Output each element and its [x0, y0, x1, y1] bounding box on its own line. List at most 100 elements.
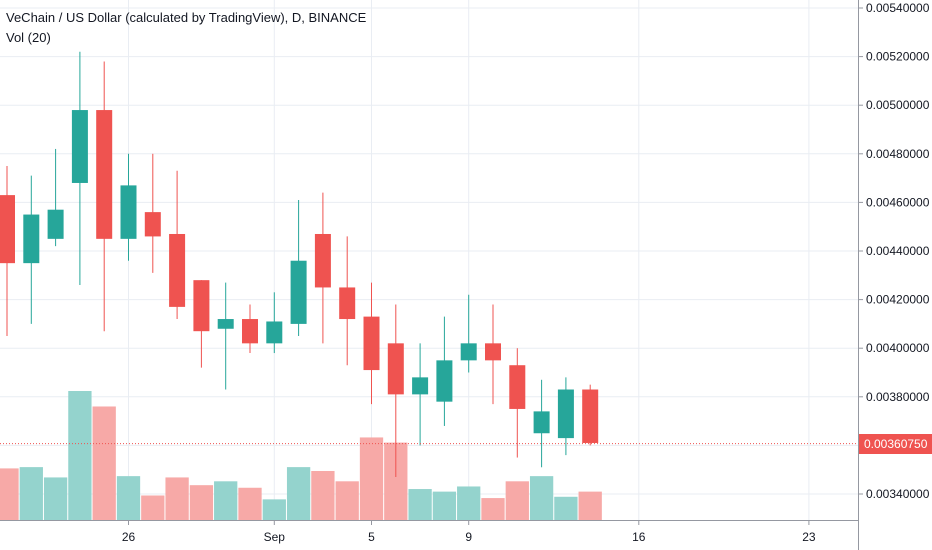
price-tick-label: 0.00500000: [866, 98, 930, 112]
price-tick-label: 0.00380000: [866, 390, 930, 404]
candle: [23, 175, 40, 324]
price-tick-label: 0.00420000: [866, 293, 930, 307]
volume-bar: [481, 498, 505, 520]
candle: [120, 153, 137, 261]
volume-bar: [554, 496, 578, 520]
volume-bar: [286, 467, 311, 520]
candle-body: [557, 389, 574, 439]
volume-bar: [384, 442, 408, 520]
candle-body: [387, 343, 404, 395]
volume-bar: [68, 391, 92, 520]
price-tick-label: 0.00460000: [866, 195, 930, 209]
volume-bar: [311, 470, 335, 520]
candle-body: [533, 411, 550, 434]
time-tick-label: 26: [122, 530, 136, 544]
candle-body: [509, 365, 526, 409]
time-tick-label: Sep: [264, 530, 286, 544]
candle: [266, 292, 283, 354]
candle: [96, 61, 113, 332]
candle-body: [485, 343, 501, 361]
candle-body: [266, 321, 283, 344]
volume-bar: [238, 487, 262, 520]
volume-bar: [505, 481, 529, 520]
time-tick-label: 16: [632, 530, 646, 544]
volume-bar: [529, 476, 554, 520]
candle: [557, 377, 574, 456]
price-tick-label: 0.00540000: [866, 1, 930, 15]
volume-bar: [165, 477, 189, 520]
candle: [533, 379, 550, 468]
price-tick-label: 0.00400000: [866, 341, 930, 355]
volume-bar: [116, 476, 141, 520]
candle-body: [169, 233, 186, 307]
candle: [242, 304, 258, 354]
volume-bar: [141, 495, 165, 520]
grid: [0, 0, 858, 520]
price-tick-label: 0.00340000: [866, 487, 930, 501]
candle: [47, 148, 64, 247]
candle: [436, 316, 453, 426]
volume-bar: [92, 406, 116, 520]
candle: [485, 304, 501, 405]
candle-body: [436, 360, 453, 402]
candle-body: [242, 319, 258, 344]
candle-body: [314, 233, 331, 288]
time-tick-label: 23: [802, 530, 816, 544]
volume-bar: [457, 486, 481, 520]
time-tick-label: 9: [465, 530, 472, 544]
candle: [217, 282, 234, 390]
candle: [460, 294, 477, 373]
volume-bar: [19, 467, 43, 520]
candle: [0, 165, 15, 337]
candle-body: [71, 110, 88, 183]
candle-body: [460, 343, 477, 361]
candle: [71, 51, 88, 286]
volume-bar: [262, 499, 286, 520]
candle-body: [0, 195, 15, 264]
candle: [509, 348, 526, 458]
candle: [363, 282, 380, 405]
candle: [387, 304, 404, 477]
volume-bars: [0, 391, 602, 520]
candle-body: [144, 212, 161, 237]
volume-bar: [335, 481, 359, 520]
price-tick-label: 0.00520000: [866, 50, 930, 64]
candle: [412, 343, 429, 446]
candle-body: [217, 319, 234, 329]
symbol-title: VeChain / US Dollar (calculated by Tradi…: [6, 10, 367, 25]
chart-legend: VeChain / US Dollar (calculated by Tradi…: [6, 8, 366, 48]
candle-body: [290, 260, 307, 324]
price-tick-label: 0.00440000: [866, 244, 930, 258]
candle: [582, 384, 599, 446]
candle: [290, 199, 307, 337]
time-tick-label: 5: [368, 530, 375, 544]
price-tick-label: 0.00480000: [866, 147, 930, 161]
candle-body: [363, 316, 380, 371]
volume-bar: [189, 485, 214, 520]
volume-bar: [43, 477, 68, 520]
candle-body: [339, 287, 356, 320]
volume-bar: [359, 437, 384, 520]
candle: [339, 236, 356, 366]
candles: [0, 51, 599, 477]
candle-body: [120, 185, 137, 239]
candle: [314, 192, 331, 344]
candle-body: [47, 209, 64, 239]
candle: [193, 280, 210, 368]
candle-body: [193, 280, 210, 332]
volume-bar: [214, 481, 238, 520]
candle: [169, 170, 186, 320]
candle-body: [23, 214, 40, 264]
candle-body: [96, 110, 113, 239]
candle: [144, 153, 161, 273]
volume-indicator-label: Vol (20): [6, 30, 51, 45]
last-price-tag: 0.00360750: [859, 433, 932, 454]
volume-bar: [408, 489, 432, 520]
candle-body: [412, 377, 429, 395]
volume-bar: [578, 491, 602, 520]
volume-bar: [0, 468, 19, 520]
candle-body: [582, 389, 599, 443]
